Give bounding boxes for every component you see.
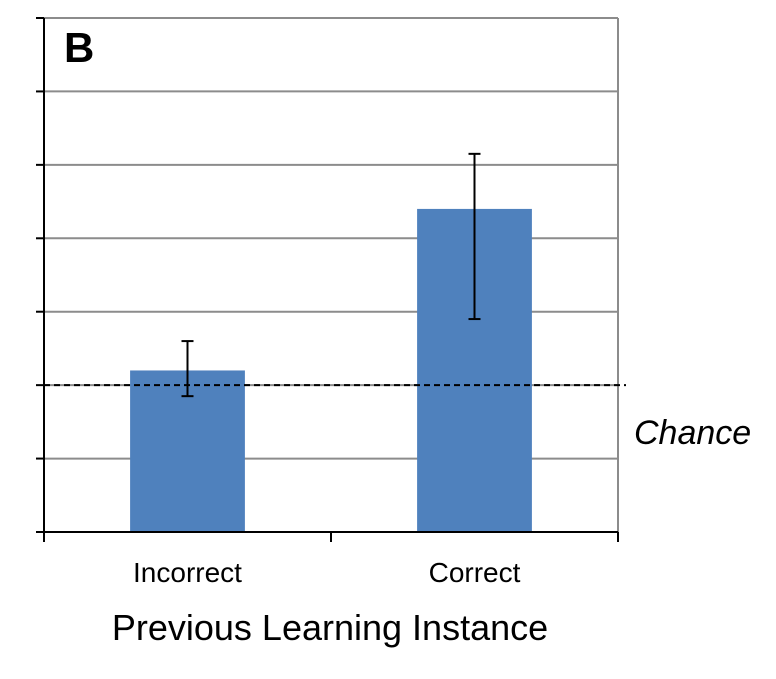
chance-label: Chance — [634, 414, 751, 452]
bars — [130, 208, 532, 532]
error-bars — [181, 152, 481, 398]
axes — [36, 17, 619, 542]
x-tick-label-incorrect: Incorrect — [133, 557, 242, 588]
bar-incorrect — [130, 370, 245, 532]
labels: B Previous Learning Instance Chance Inco… — [64, 24, 751, 648]
x-axis-title: Previous Learning Instance — [112, 607, 548, 648]
x-tick-label-correct: Correct — [429, 557, 521, 588]
panel-label: B — [64, 24, 94, 71]
